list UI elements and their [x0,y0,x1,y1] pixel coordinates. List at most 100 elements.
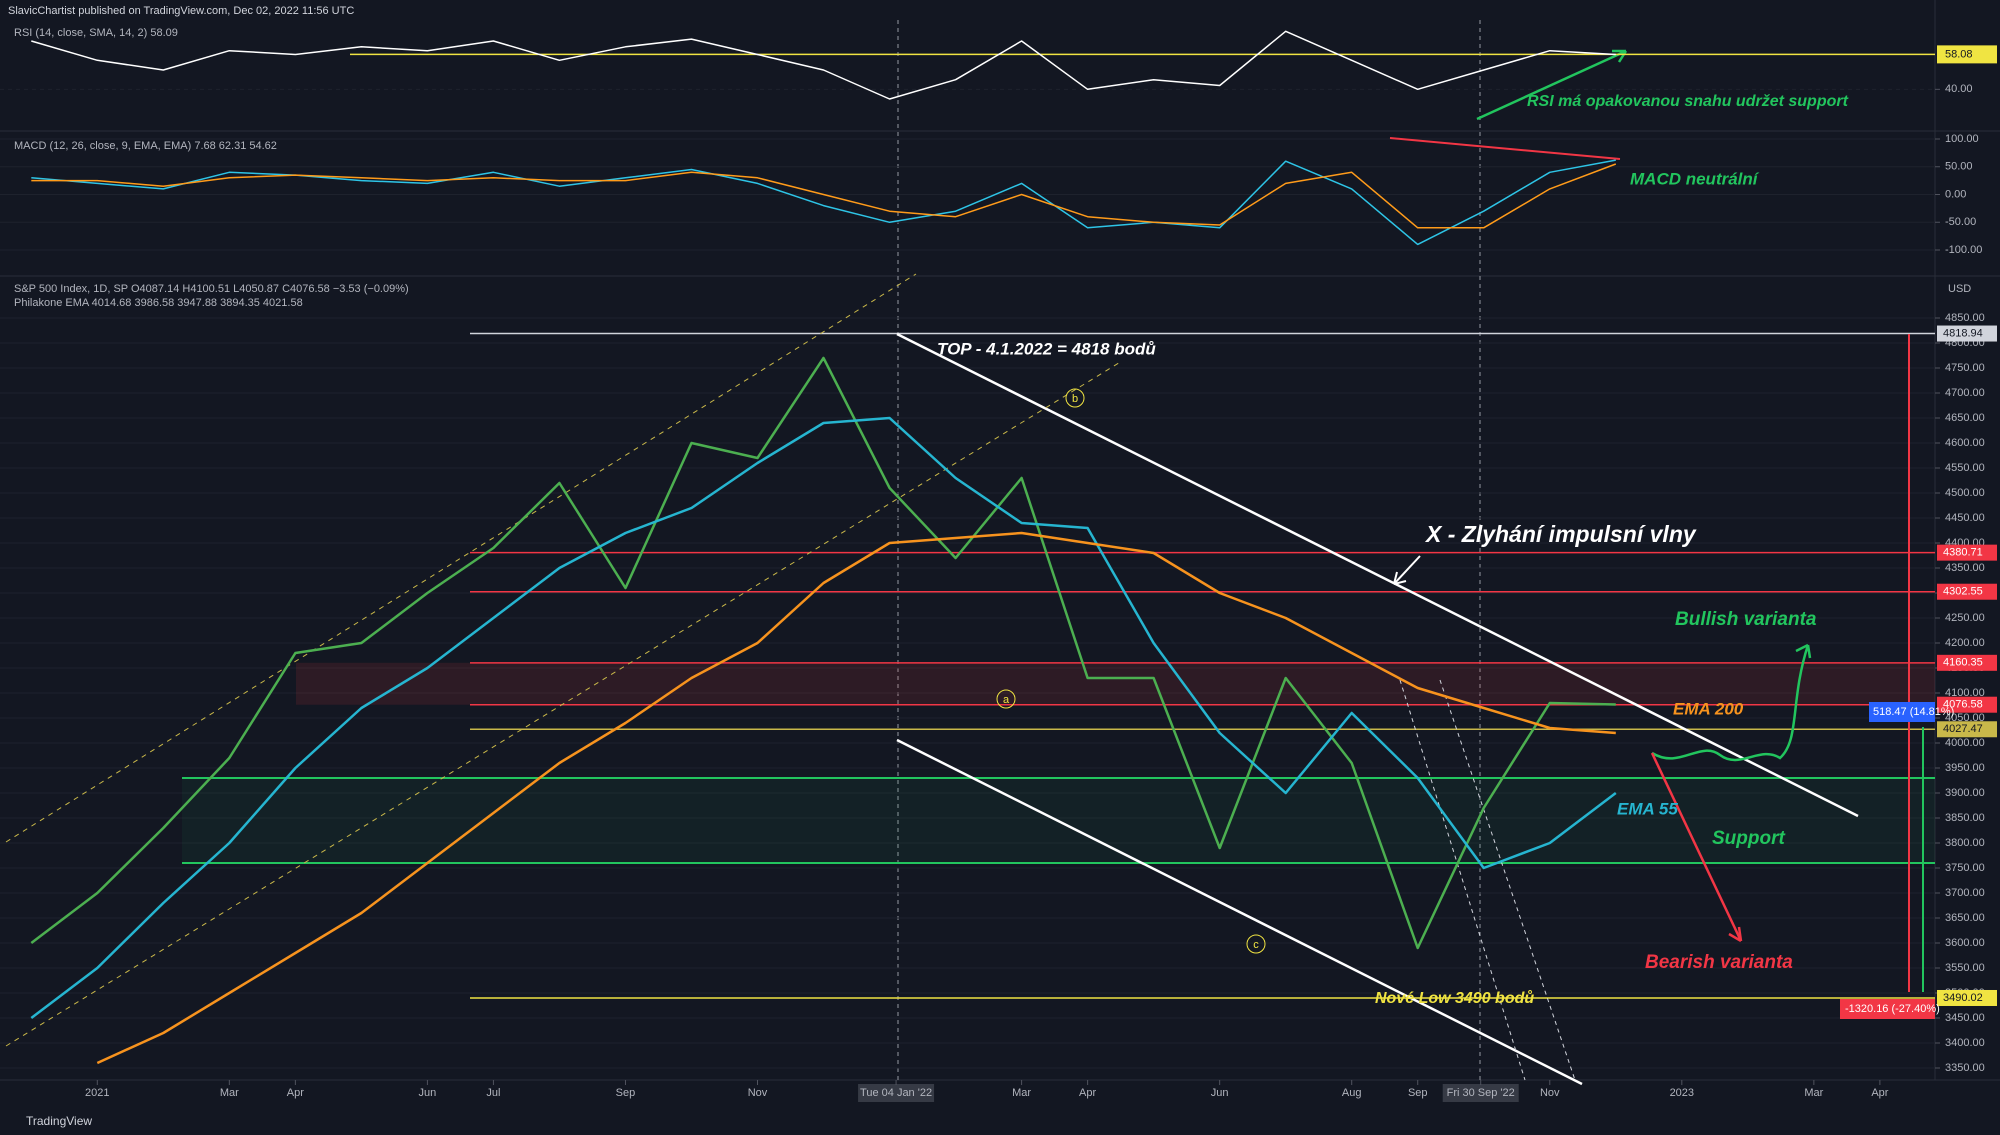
y-tick-label: 50.00 [1945,161,1973,173]
series-line [30,416,1617,1019]
level-label: 4076.58 [1943,699,1983,711]
channel-line [1439,679,1576,1081]
measure-box [1840,999,1935,1019]
wave-marker [996,689,1016,709]
x-tick-label: Mar [1012,1087,1031,1099]
resistance-zone [296,662,1935,705]
x-tick-label: Jul [486,1087,500,1099]
series-label: EMA 55 [1617,799,1678,818]
x-tick-label: 2021 [85,1087,109,1099]
series-line [31,30,1616,100]
bullish-arrow [1651,644,1810,762]
level-box [1937,583,1997,600]
measure-label: -1320.16 (-27.40%) [1845,1003,1940,1015]
level-box [1937,654,1997,671]
level-box [1937,45,1997,64]
y-tick-label: -50.00 [1945,216,1976,228]
y-tick-label: 3650.00 [1945,912,1985,924]
y-tick-label: 3850.00 [1945,812,1985,824]
level-box [1937,696,1997,713]
annotation: TOP - 4.1.2022 = 4818 bodů [937,339,1156,358]
level-box [1937,989,1997,1006]
y-tick-label: 4500.00 [1945,487,1985,499]
channel-line [5,273,917,843]
y-tick-label: 4250.00 [1945,612,1985,624]
y-tick-label: 4650.00 [1945,412,1985,424]
y-tick-label: 4700.00 [1945,387,1985,399]
y-tick-label: 4750.00 [1945,362,1985,374]
y-tick-label: -100.00 [1945,244,1982,256]
level-label: 3490.02 [1943,992,1983,1004]
channel-line [5,360,1123,1047]
annotation: X - Zlyhání impulsní vlny [1424,521,1697,547]
y-tick-label: 4850.00 [1945,312,1985,324]
x-tick-label: Mar [220,1087,239,1099]
level-label: 4818.94 [1943,327,1983,339]
y-tick-label: 3750.00 [1945,862,1985,874]
y-tick-label: 4600.00 [1945,437,1985,449]
level-label: 4302.55 [1943,586,1983,598]
level-box [1937,721,1997,738]
wave-marker [1065,388,1085,408]
series-label: EMA 200 [1673,699,1744,718]
y-tick-label: 3400.00 [1945,1037,1985,1049]
y-tick-label: 3700.00 [1945,887,1985,899]
y-tick-label: 4100.00 [1945,687,1985,699]
annotation: Bearish varianta [1645,952,1793,973]
annotation: RSI má opakovanou snahu udržet support [1527,93,1849,110]
x-tick-label: Apr [1871,1087,1888,1099]
arrow-head [1612,49,1628,63]
x-tick-label: 2023 [1670,1087,1694,1099]
rsi-arrow [1476,49,1627,121]
rsi-legend: RSI (14, close, SMA, 14, 2) 58.09 [14,27,178,39]
arrow-head [1393,571,1407,585]
y-tick-label: 4200.00 [1945,637,1985,649]
arrow-head [1795,643,1812,659]
annotation: MACD neutrální [1630,169,1760,188]
channel-line [896,332,1859,818]
price-legend: S&P 500 Index, 1D, SP O4087.14 H4100.51 … [14,283,409,295]
annotation-arrow [1393,555,1421,585]
y-tick-label: 4550.00 [1945,462,1985,474]
series-line [31,163,1617,229]
macd-arrow [1389,137,1621,160]
publisher: SlavicChartist published on TradingView.… [8,5,354,17]
x-tick-label: Apr [287,1087,304,1099]
wave-label: b [1072,393,1078,405]
arrow-head [1728,926,1743,943]
wave-label: a [1003,694,1010,706]
y-tick-label: 0.00 [1945,188,1966,200]
level-box [1937,325,1997,342]
y-tick-label: 3450.00 [1945,1012,1985,1024]
plot: 40.00 58.08 100.00 50.00 0.00 -50.00 -100.00 33… [30,30,1997,1102]
annotation: Support [1712,828,1785,849]
y-tick-label: 3600.00 [1945,937,1985,949]
y-tick-label: 3900.00 [1945,787,1985,799]
channel-line [896,738,1583,1086]
x-tick-label: Aug [1342,1087,1362,1099]
measure-label: 518.47 (14.81%) [1873,706,1954,718]
level-label: 4160.35 [1943,657,1983,669]
y-tick-label: 3550.00 [1945,962,1985,974]
y-tick-label: 3950.00 [1945,762,1985,774]
wave-marker [1246,934,1266,954]
x-tick-label: Fri 30 Sep '22 [1447,1087,1515,1099]
wave-label: c [1253,939,1259,951]
currency: USD [1948,283,1971,295]
x-tick-label: Jun [419,1087,437,1099]
bearish-arrow [1650,752,1743,942]
x-tick-label: Nov [748,1087,768,1099]
y-tick-label: 4450.00 [1945,512,1985,524]
x-tick-label: Jun [1211,1087,1229,1099]
measure-box [1869,702,1935,722]
ema-legend: Philakone EMA 4014.68 3986.58 3947.88 38… [14,297,303,309]
series-line [96,531,1616,1065]
x-tick-label: Sep [1408,1087,1428,1099]
annotation: Nové Low 3490 bodů [1375,990,1534,1007]
level-label: 58.08 [1945,48,1973,60]
x-tick-label: Sep [616,1087,636,1099]
macd-legend: MACD (12, 26, close, 9, EMA, EMA) 7.68 6… [14,140,277,152]
annotation: Bullish varianta [1675,609,1817,630]
x-tick-label: Nov [1540,1087,1560,1099]
